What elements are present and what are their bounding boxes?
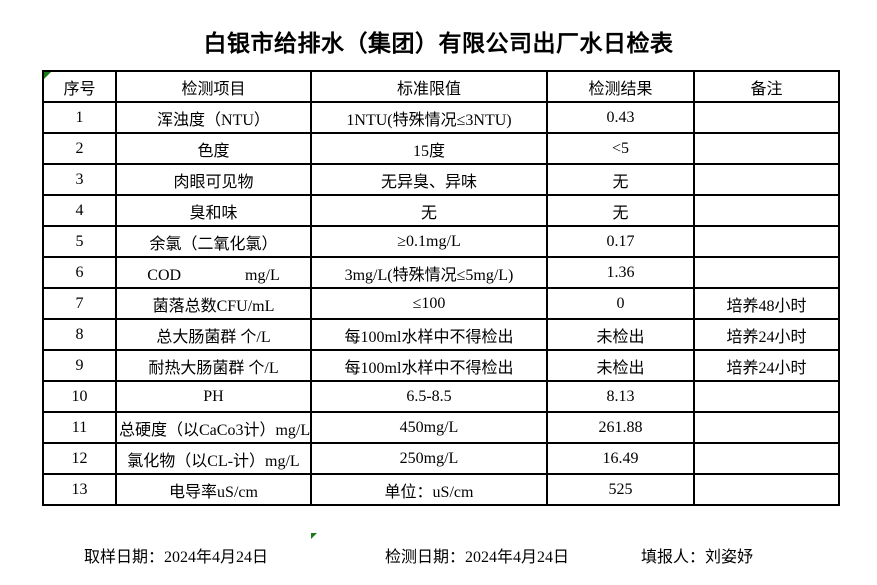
cell-seq: 11 (42, 411, 117, 444)
cell-note (693, 442, 840, 475)
cell-seq: 5 (42, 225, 117, 258)
cell-result: <5 (546, 132, 695, 165)
cell-item: 总大肠菌群 个/L (115, 318, 312, 351)
sampling-date: 取样日期：2024年4月24日 (84, 549, 269, 566)
cell-seq: 13 (42, 473, 117, 506)
cell-seq: 9 (42, 349, 117, 382)
cell-seq: 6 (42, 256, 117, 289)
cell-item: 臭和味 (115, 194, 312, 227)
header-row: 序号 检测项目 标准限值 检测结果 备注 (42, 70, 840, 103)
table-row: 7 菌落总数CFU/mL ≤100 0 培养48小时 (42, 287, 840, 320)
cell-limit: 6.5-8.5 (310, 380, 548, 413)
cell-seq: 1 (42, 101, 117, 134)
cell-note (693, 101, 840, 134)
cell-note (693, 256, 840, 289)
cell-result: 261.88 (546, 411, 695, 444)
cell-item: 电导率uS/cm (115, 473, 312, 506)
table-row: 8 总大肠菌群 个/L 每100ml水样中不得检出 未检出 培养24小时 (42, 318, 840, 351)
cell-note (693, 194, 840, 227)
cell-seq: 4 (42, 194, 117, 227)
col-header-result: 检测结果 (546, 70, 695, 103)
cell-limit: 无 (310, 194, 548, 227)
inspection-table: 序号 检测项目 标准限值 检测结果 备注 1 浑浊度（NTU） 1NTU(特殊情… (42, 70, 840, 506)
cell-result: 0.43 (546, 101, 695, 134)
cell-result: 无 (546, 194, 695, 227)
cell-seq: 8 (42, 318, 117, 351)
table-row: 4 臭和味 无 无 (42, 194, 840, 227)
col-header-seq: 序号 (42, 70, 117, 103)
table-row: 11 总硬度（以CaCo3计）mg/L 450mg/L 261.88 (42, 411, 840, 444)
page-title: 白银市给排水（集团）有限公司出厂水日检表 (203, 30, 674, 56)
cell-seq: 2 (42, 132, 117, 165)
cell-seq: 12 (42, 442, 117, 475)
cell-item: 耐热大肠菌群 个/L (115, 349, 312, 382)
cell-limit: 无异臭、异味 (310, 163, 548, 196)
cell-result: 0.17 (546, 225, 695, 258)
cell-limit: ≤100 (310, 287, 548, 320)
table-row: 13 电导率uS/cm 单位：uS/cm 525 (42, 473, 840, 506)
cell-limit: 3mg/L(特殊情况≤5mg/L) (310, 256, 548, 289)
table-row: 12 氯化物（以CL-计）mg/L 250mg/L 16.49 (42, 442, 840, 475)
footer: 取样日期：2024年4月24日 检测日期：2024年4月24日 填报人：刘姿妤 (0, 546, 877, 570)
table-row: 5 余氯（二氧化氯） ≥0.1mg/L 0.17 (42, 225, 840, 258)
cell-note (693, 132, 840, 165)
col-header-limit: 标准限值 (310, 70, 548, 103)
cell-item: 总硬度（以CaCo3计）mg/L (115, 411, 312, 444)
cell-flag-triangle-icon (311, 533, 317, 539)
table-row: 10 PH 6.5-8.5 8.13 (42, 380, 840, 413)
cell-item: 余氯（二氧化氯） (115, 225, 312, 258)
cell-note: 培养24小时 (693, 318, 840, 351)
cell-result: 16.49 (546, 442, 695, 475)
testing-date: 检测日期：2024年4月24日 (385, 549, 570, 566)
cell-note: 培养48小时 (693, 287, 840, 320)
cell-result: 8.13 (546, 380, 695, 413)
table-row: 6 COD mg/L 3mg/L(特殊情况≤5mg/L) 1.36 (42, 256, 840, 289)
cell-flag-triangle-icon (44, 72, 51, 79)
cell-result: 1.36 (546, 256, 695, 289)
table-row: 9 耐热大肠菌群 个/L 每100ml水样中不得检出 未检出 培养24小时 (42, 349, 840, 382)
cell-limit: 250mg/L (310, 442, 548, 475)
table-row: 3 肉眼可见物 无异臭、异味 无 (42, 163, 840, 196)
cell-item: PH (115, 380, 312, 413)
cell-limit: 每100ml水样中不得检出 (310, 349, 548, 382)
cell-limit: 15度 (310, 132, 548, 165)
cell-note (693, 225, 840, 258)
cell-seq: 10 (42, 380, 117, 413)
cell-note: 培养24小时 (693, 349, 840, 382)
cell-result: 未检出 (546, 349, 695, 382)
table-row: 1 浑浊度（NTU） 1NTU(特殊情况≤3NTU) 0.43 (42, 101, 840, 134)
cell-limit: ≥0.1mg/L (310, 225, 548, 258)
cell-result: 无 (546, 163, 695, 196)
col-header-note: 备注 (693, 70, 840, 103)
cell-result: 未检出 (546, 318, 695, 351)
cell-note (693, 163, 840, 196)
cell-item: 氯化物（以CL-计）mg/L (115, 442, 312, 475)
cell-note (693, 473, 840, 506)
cell-item: COD mg/L (115, 256, 312, 289)
cell-item: 肉眼可见物 (115, 163, 312, 196)
cell-seq: 3 (42, 163, 117, 196)
table-row: 2 色度 15度 <5 (42, 132, 840, 165)
cell-limit: 1NTU(特殊情况≤3NTU) (310, 101, 548, 134)
col-header-item: 检测项目 (115, 70, 312, 103)
cell-item: 浑浊度（NTU） (115, 101, 312, 134)
cell-note (693, 411, 840, 444)
cell-item: 菌落总数CFU/mL (115, 287, 312, 320)
cell-note (693, 380, 840, 413)
cell-item: 色度 (115, 132, 312, 165)
cell-limit: 450mg/L (310, 411, 548, 444)
cell-seq: 7 (42, 287, 117, 320)
reporter-name: 填报人：刘姿妤 (641, 549, 754, 566)
cell-result: 0 (546, 287, 695, 320)
cell-limit: 每100ml水样中不得检出 (310, 318, 548, 351)
cell-limit: 单位：uS/cm (310, 473, 548, 506)
cell-result: 525 (546, 473, 695, 506)
